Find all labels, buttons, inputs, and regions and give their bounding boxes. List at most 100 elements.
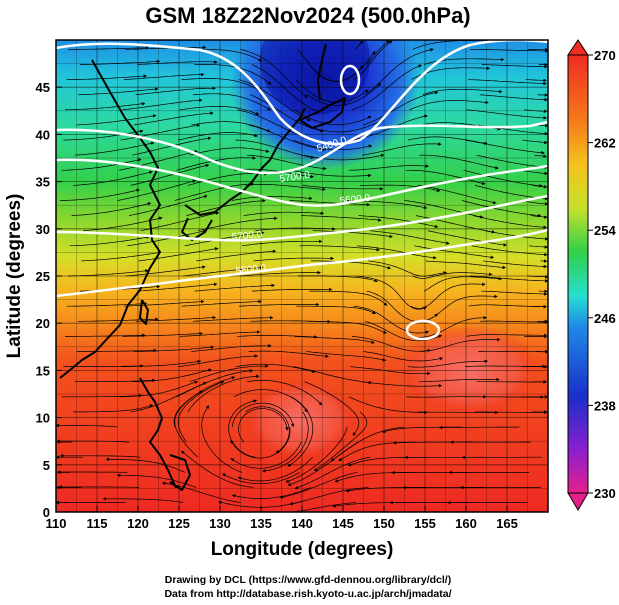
streamline [361, 142, 442, 156]
streamline [177, 380, 225, 443]
streamline [356, 245, 437, 260]
streamline [422, 88, 503, 96]
coast-sakhalin [317, 43, 327, 101]
credit-data: Data from http://database.rish.kyoto-u.a… [164, 588, 451, 600]
streamline [248, 124, 327, 152]
streamline [245, 184, 326, 191]
streamline [479, 320, 548, 324]
contour-label: 5700.0 [279, 170, 311, 185]
streamline [61, 158, 142, 171]
streamline [529, 245, 548, 249]
streamline [351, 336, 431, 353]
streamline [76, 348, 157, 353]
streamline [307, 82, 382, 106]
streamline [240, 270, 321, 277]
y-tick-label: 30 [36, 222, 50, 237]
x-tick-label: 140 [291, 516, 313, 531]
streamline [138, 247, 219, 262]
streamline [128, 194, 208, 216]
streamline [463, 169, 543, 188]
streamline [231, 402, 295, 428]
streamline [476, 154, 548, 170]
coast-luzon [139, 377, 177, 489]
streamline [197, 216, 278, 232]
streamline [245, 406, 290, 454]
streamline [105, 457, 185, 473]
streamline [124, 72, 205, 80]
x-tick-label: 120 [127, 516, 149, 531]
streamline [61, 393, 143, 398]
streamline [66, 74, 148, 80]
geopotential-contours [56, 40, 548, 341]
streamline [135, 315, 216, 322]
streamline [119, 380, 199, 398]
streamline [76, 114, 157, 126]
streamline [58, 485, 139, 489]
contour-5600 [56, 158, 548, 207]
streamline [132, 368, 212, 383]
streamline [483, 260, 548, 269]
streamline [474, 410, 548, 415]
credit-drawing: Drawing by DCL (https://www.gfd-dennou.o… [165, 574, 451, 586]
streamline [74, 141, 155, 156]
streamline [122, 331, 203, 337]
streamline [237, 335, 318, 339]
streamline [120, 359, 202, 367]
streamline [465, 139, 545, 155]
streamline [289, 487, 369, 506]
contour-label: 5600.0 [339, 193, 371, 207]
y-axis-label: Latitude (degrees) [4, 194, 25, 359]
colorbar-tick-label: 262 [594, 136, 616, 151]
streamline [240, 49, 308, 98]
colorbar-tick-label: 230 [594, 486, 616, 501]
streamline [419, 377, 500, 383]
streamline [228, 399, 258, 458]
streamline [417, 410, 499, 415]
streamline [351, 64, 422, 111]
streamline [247, 154, 327, 171]
streamline [297, 49, 364, 82]
streamline [355, 40, 363, 50]
y-tick-label: 5 [43, 458, 50, 473]
streamline [117, 179, 197, 201]
streamline [251, 64, 321, 113]
streamline [348, 164, 430, 171]
streamline [525, 304, 547, 309]
streamline [409, 315, 488, 338]
coast-mindanao [169, 454, 191, 491]
cold-low-core [260, 40, 370, 115]
streamline [353, 305, 430, 335]
streamline [417, 185, 497, 205]
streamline [181, 78, 261, 91]
streamline [243, 211, 325, 216]
streamline [137, 282, 218, 292]
streamline [102, 497, 184, 503]
streamline [78, 87, 159, 96]
warm-patch [245, 380, 355, 460]
x-tick-label: 115 [87, 516, 108, 531]
colorbar-tick-label: 270 [594, 48, 616, 63]
colorbar-ticks: 230 238 246 254 262 270 [588, 48, 616, 501]
colorbar: 230 238 246 254 262 270 [567, 39, 616, 511]
streamline [125, 45, 207, 50]
streamline [56, 423, 118, 428]
y-axis-ticks: 0 5 10 15 20 25 30 35 40 45 [36, 80, 62, 520]
streamline [292, 366, 373, 385]
streamline [253, 256, 335, 262]
streamline [348, 396, 428, 415]
x-tick-label: 160 [455, 516, 477, 531]
streamline [201, 405, 243, 473]
streamline [366, 40, 390, 65]
x-axis-ticks: 110 115 120 125 130 135 140 145 150 155 160 165 [46, 506, 518, 531]
figure-title: GSM 18Z22Nov2024 (500.0hPa) [145, 3, 470, 28]
streamline [174, 182, 254, 201]
streamline [125, 265, 206, 277]
streamline [64, 102, 146, 111]
streamline [120, 123, 201, 141]
streamline [133, 111, 214, 126]
streamline [231, 487, 312, 499]
streamline [69, 235, 150, 247]
streamline [307, 320, 387, 334]
streamline [176, 156, 256, 171]
